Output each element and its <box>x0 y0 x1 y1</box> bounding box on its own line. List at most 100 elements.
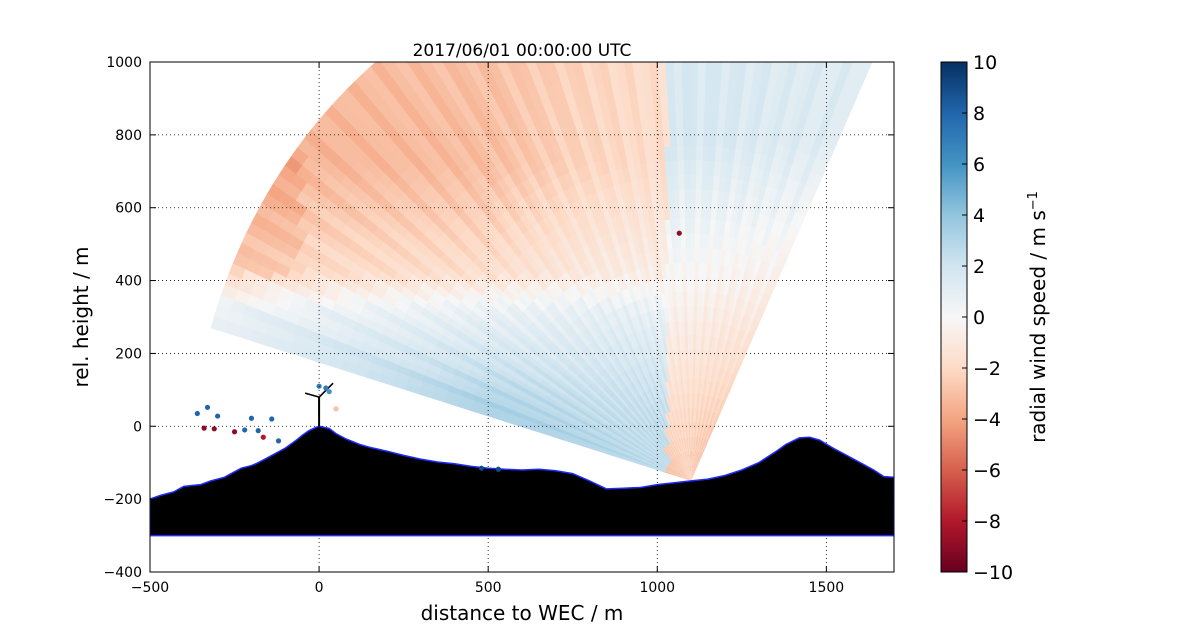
wind-cell <box>676 424 681 439</box>
wind-cell <box>691 466 694 481</box>
wind-cell <box>371 313 388 328</box>
wind-cell <box>409 370 425 383</box>
wind-cell <box>669 462 681 473</box>
wind-cell <box>688 87 698 103</box>
wind-cell <box>387 205 404 223</box>
wind-cell <box>378 70 396 90</box>
wind-cell <box>835 90 850 108</box>
wind-cell <box>707 0 718 16</box>
wind-cell <box>534 361 549 374</box>
wind-cell <box>745 333 755 349</box>
wind-cell <box>680 471 692 481</box>
wind-cell <box>688 393 691 409</box>
wind-cell <box>794 62 808 76</box>
wind-cell <box>684 218 691 234</box>
wind-cell <box>523 352 538 366</box>
wind-cell <box>355 92 374 112</box>
wind-cell <box>530 260 544 277</box>
wind-cell <box>303 129 322 149</box>
wind-cell <box>644 390 654 405</box>
wind-cell <box>597 353 609 368</box>
wind-cell <box>681 470 692 481</box>
wind-cell <box>571 137 584 154</box>
wind-cell <box>763 201 774 218</box>
wind-cell <box>599 283 610 299</box>
wind-cell <box>600 414 614 425</box>
wind-cell <box>643 266 652 283</box>
wind-cell <box>543 287 557 303</box>
colorbar-label-superscript: −1 <box>1026 191 1041 210</box>
wind-cell <box>470 281 486 297</box>
wind-cell <box>665 351 671 368</box>
wind-cell <box>435 258 451 275</box>
wind-cell <box>706 426 714 441</box>
wind-cell <box>496 273 511 289</box>
wind-cell <box>509 323 524 338</box>
wind-cell <box>682 378 686 394</box>
wind-cell <box>590 25 603 42</box>
wind-cell <box>552 419 567 429</box>
wind-cell <box>688 466 692 481</box>
wind-cell <box>485 286 500 302</box>
wind-cell <box>705 425 711 441</box>
wind-cell <box>434 284 450 300</box>
wind-cell <box>466 0 483 12</box>
wind-cell <box>465 129 481 148</box>
wind-cell <box>557 191 570 208</box>
wind-cell <box>512 406 528 416</box>
wind-cell <box>778 62 790 72</box>
wind-cell <box>407 376 423 389</box>
wind-cell <box>678 475 692 481</box>
wind-cell <box>622 432 635 443</box>
wind-cell <box>620 289 630 306</box>
wind-cell <box>542 216 555 233</box>
wind-cell <box>657 73 667 90</box>
wind-cell <box>554 315 567 331</box>
wind-cell <box>547 366 562 379</box>
wind-cell <box>639 393 649 408</box>
wind-cell <box>569 217 581 234</box>
wind-cell <box>641 328 649 344</box>
wind-cell <box>574 438 589 446</box>
wind-cell <box>730 46 741 62</box>
wind-cell <box>335 232 353 249</box>
wind-cell <box>443 205 459 223</box>
wind-cell <box>490 182 505 200</box>
wind-cell <box>624 335 634 351</box>
wind-cell <box>651 386 660 402</box>
wind-cell <box>630 400 641 414</box>
wind-cell <box>700 439 706 454</box>
wind-cell <box>589 436 604 444</box>
wind-cell <box>717 176 726 192</box>
wind-cell <box>603 387 616 400</box>
wind-cell <box>640 0 652 3</box>
wind-cell <box>526 62 541 79</box>
wind-cell <box>507 352 522 365</box>
wind-cell <box>661 15 672 30</box>
wind-cell <box>498 405 514 415</box>
wind-cell <box>443 127 460 146</box>
wind-cell <box>712 397 720 413</box>
wind-cell <box>668 411 675 426</box>
wind-cell <box>605 7 618 24</box>
wind-cell <box>635 330 644 346</box>
wind-cell <box>551 145 565 163</box>
wind-cell <box>821 0 836 9</box>
wind-cell <box>521 249 535 265</box>
colorbar-tick-label: 2 <box>973 256 985 278</box>
wind-cell <box>675 394 680 410</box>
wind-cell <box>641 410 652 424</box>
wind-cell <box>558 375 573 388</box>
wind-cell <box>457 210 473 228</box>
wind-cell <box>643 358 651 374</box>
wind-cell <box>480 376 495 388</box>
wind-cell <box>223 320 241 337</box>
wind-cell <box>697 393 701 409</box>
wind-cell <box>677 454 685 469</box>
wind-cell <box>659 415 667 430</box>
wind-cell <box>670 0 681 15</box>
wind-cell <box>708 219 716 235</box>
wind-cell <box>704 365 709 381</box>
wind-cell <box>647 406 656 420</box>
wind-cell <box>627 318 636 334</box>
